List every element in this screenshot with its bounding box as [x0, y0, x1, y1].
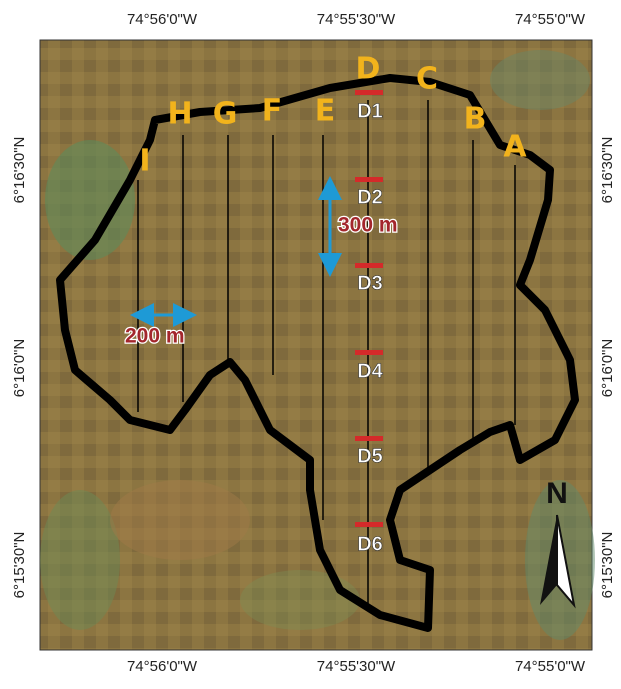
transect-label: D: [356, 52, 381, 87]
map: 74°56'0"W 74°55'30"W 74°55'0"W 74°56'0"W…: [0, 0, 621, 684]
coord-label: 6°16'30"N: [11, 137, 28, 204]
horizontal-scale-label: 200 m: [125, 325, 185, 348]
transect-label: G: [213, 97, 238, 132]
station-label: D6: [357, 533, 383, 555]
station-label: D3: [357, 272, 383, 294]
transect-label: F: [262, 94, 283, 129]
transect-label: E: [315, 94, 336, 129]
coord-label: 6°16'30"N: [599, 137, 616, 204]
north-label: N: [546, 477, 568, 510]
coord-label: 74°55'30"W: [317, 658, 396, 675]
transect-label: A: [503, 130, 527, 165]
transect-label: B: [464, 102, 487, 137]
transect-label: I: [139, 144, 150, 179]
coord-label: 74°55'30"W: [317, 11, 396, 28]
coord-label: 74°56'0"W: [127, 11, 198, 28]
coord-label: 74°55'0"W: [515, 11, 586, 28]
transect-label: C: [416, 62, 438, 97]
coord-label: 74°56'0"W: [127, 658, 198, 675]
vertical-scale-label: 300 m: [338, 214, 398, 237]
station-label: D5: [357, 445, 383, 467]
coord-label: 74°55'0"W: [515, 658, 586, 675]
transect-label: H: [167, 97, 192, 132]
coord-label: 6°16'0"N: [599, 339, 616, 397]
coord-label: 6°15'30"N: [11, 532, 28, 599]
coord-label: 6°16'0"N: [11, 339, 28, 397]
station-label: D4: [357, 360, 383, 382]
coord-label: 6°15'30"N: [599, 532, 616, 599]
station-label: D1: [357, 100, 383, 122]
station-label: D2: [357, 186, 383, 208]
